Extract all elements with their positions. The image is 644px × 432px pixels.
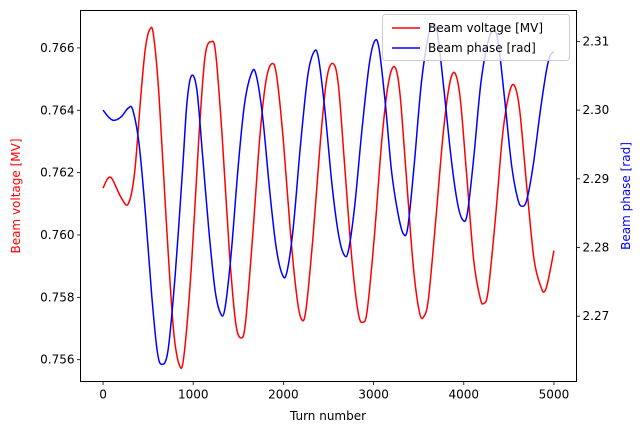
left-tick-label: 0.764	[40, 103, 74, 117]
right-axis-label: Beam phase [rad]	[619, 142, 633, 250]
x-tick-label: 4000	[448, 388, 479, 402]
left-axis-ticks: 0.756 0.758 0.760 0.762 0.764 0.766	[40, 41, 81, 367]
series-layer	[102, 23, 555, 369]
right-axis-ticks: 2.27 2.28 2.29 2.30 2.31	[576, 34, 610, 323]
series-line-beam-voltage	[102, 26, 555, 369]
left-tick-label: 0.766	[40, 41, 74, 55]
legend-label-beam-voltage: Beam voltage [MV]	[428, 21, 543, 35]
left-tick-label: 0.756	[40, 353, 74, 367]
x-tick-label: 2000	[268, 388, 299, 402]
right-tick-label: 2.31	[583, 34, 610, 48]
legend-label-beam-phase: Beam phase [rad]	[428, 41, 536, 55]
x-axis-label: Turn number	[289, 409, 366, 423]
x-tick-label: 3000	[358, 388, 389, 402]
left-axis-label: Beam voltage [MV]	[9, 138, 23, 253]
x-axis-ticks: 0 1000 2000 3000 4000 5000	[99, 381, 570, 402]
right-tick-label: 2.30	[583, 103, 610, 117]
left-tick-label: 0.762	[40, 166, 74, 180]
series-line-beam-phase	[102, 23, 555, 366]
right-tick-label: 2.28	[583, 241, 610, 255]
plot-frame	[80, 10, 577, 382]
legend-box	[382, 14, 570, 61]
x-tick-label: 0	[99, 388, 107, 402]
right-tick-label: 2.29	[583, 172, 610, 186]
right-tick-label: 2.27	[583, 309, 610, 323]
left-tick-label: 0.760	[40, 228, 74, 242]
x-tick-label: 5000	[539, 388, 570, 402]
left-tick-label: 0.758	[40, 290, 74, 304]
x-tick-label: 1000	[178, 388, 209, 402]
legend: Beam voltage [MV] Beam phase [rad]	[382, 14, 570, 61]
